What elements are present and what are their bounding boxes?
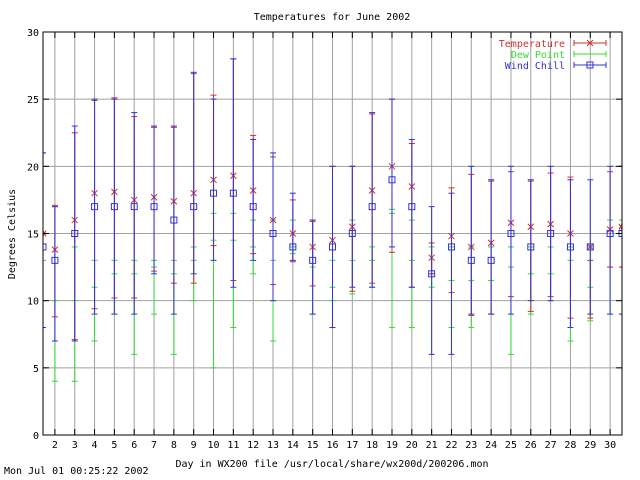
wind-chill-mean-point: [210, 189, 218, 197]
wind-chill-mean-point: [289, 243, 297, 251]
wind-chill-mean-point: [566, 243, 574, 251]
wind-chill-mean-point: [170, 216, 178, 224]
wind-chill-mean-point: [130, 203, 138, 211]
x-tick-label: 2: [52, 440, 58, 451]
wind-chill-mean-point: [329, 243, 336, 251]
x-tick-label: 12: [247, 440, 259, 451]
y-tick-label: 0: [33, 431, 39, 442]
x-tick-label: 25: [505, 440, 517, 451]
x-tick-label: 10: [208, 440, 220, 451]
plot-area: [42, 58, 623, 382]
x-tick-label: 18: [366, 440, 378, 451]
y-tick-label: 25: [27, 95, 39, 106]
x-tick-label: 8: [171, 440, 177, 451]
x-tick-label: 17: [346, 440, 358, 451]
legend-label-wind-chill: Wind Chill: [505, 61, 565, 72]
wind-chill-mean-point: [348, 230, 356, 237]
wind-chill-mean-point: [91, 203, 99, 211]
y-tick-label: 20: [27, 162, 39, 173]
x-tick-label: 15: [307, 440, 319, 451]
x-tick-label: 30: [604, 440, 616, 451]
wind-chill-mean-point: [467, 256, 475, 264]
x-tick-label: 14: [287, 440, 299, 451]
x-tick-label: 26: [525, 440, 537, 451]
wind-chill-mean-point: [586, 243, 594, 251]
x-tick-label: 11: [227, 440, 239, 451]
wind-chill-mean-point: [309, 256, 317, 264]
wind-chill-mean-point: [368, 203, 376, 211]
legend-marker-temperature: [586, 39, 594, 47]
wind-chill-mean-point: [606, 230, 614, 237]
wind-chill-mean-point: [110, 203, 118, 211]
wind-chill-mean-point: [527, 243, 535, 251]
legend-label-temperature: Temperature: [499, 39, 565, 50]
x-tick-label: 28: [564, 440, 576, 451]
x-tick-label: 20: [406, 440, 418, 451]
wind-chill-mean-point: [190, 203, 198, 211]
wind-chill-mean-point: [71, 230, 79, 237]
x-tick-label: 24: [485, 440, 497, 451]
y-tick-label: 30: [27, 28, 39, 39]
x-tick-label: 21: [426, 440, 438, 451]
wind-chill-mean-point: [150, 203, 158, 211]
wind-chill-mean-point: [487, 256, 495, 264]
x-tick-label: 16: [326, 440, 338, 451]
y-tick-label: 15: [27, 230, 39, 241]
x-axis-label: Day in WX200 file /usr/local/share/wx200…: [175, 459, 488, 470]
wind-chill-mean-point: [229, 189, 237, 197]
wind-chill-mean-point: [408, 203, 416, 211]
wind-chill-mean-point: [249, 203, 257, 211]
wind-chill-mean-point: [51, 256, 59, 264]
x-tick-label: 19: [386, 440, 398, 451]
wind-chill-mean-point: [388, 176, 396, 184]
legend-marker-wind-chill: [586, 61, 594, 69]
y-axis-label: Degrees Celsius: [7, 189, 18, 279]
x-tick-label: 4: [92, 440, 98, 451]
wind-chill-mean-point: [507, 230, 515, 237]
x-tick-label: 29: [584, 440, 596, 451]
x-tick-label: 5: [111, 440, 117, 451]
footer-timestamp: Mon Jul 01 00:25:22 2002: [4, 466, 149, 477]
x-tick-label: 27: [545, 440, 557, 451]
wind-chill-mean-point: [447, 243, 455, 251]
x-tick-label: 6: [131, 440, 137, 451]
wind-chill-mean-point: [547, 230, 555, 237]
legend-label-dew-point: Dew Point: [511, 50, 565, 61]
y-tick-label: 5: [33, 364, 39, 375]
x-tick-label: 9: [191, 440, 197, 451]
x-tick-label: 23: [465, 440, 477, 451]
wind-chill-mean-point: [269, 230, 277, 237]
x-tick-label: 13: [267, 440, 279, 451]
x-tick-label: 7: [151, 440, 157, 451]
x-tick-label: 3: [72, 440, 78, 451]
chart-title: Temperatures for June 2002: [254, 12, 411, 23]
wind-chill-mean-point: [428, 270, 436, 278]
y-tick-label: 10: [27, 297, 39, 308]
x-tick-label: 22: [445, 440, 457, 451]
wind-chill-series: [42, 58, 623, 355]
